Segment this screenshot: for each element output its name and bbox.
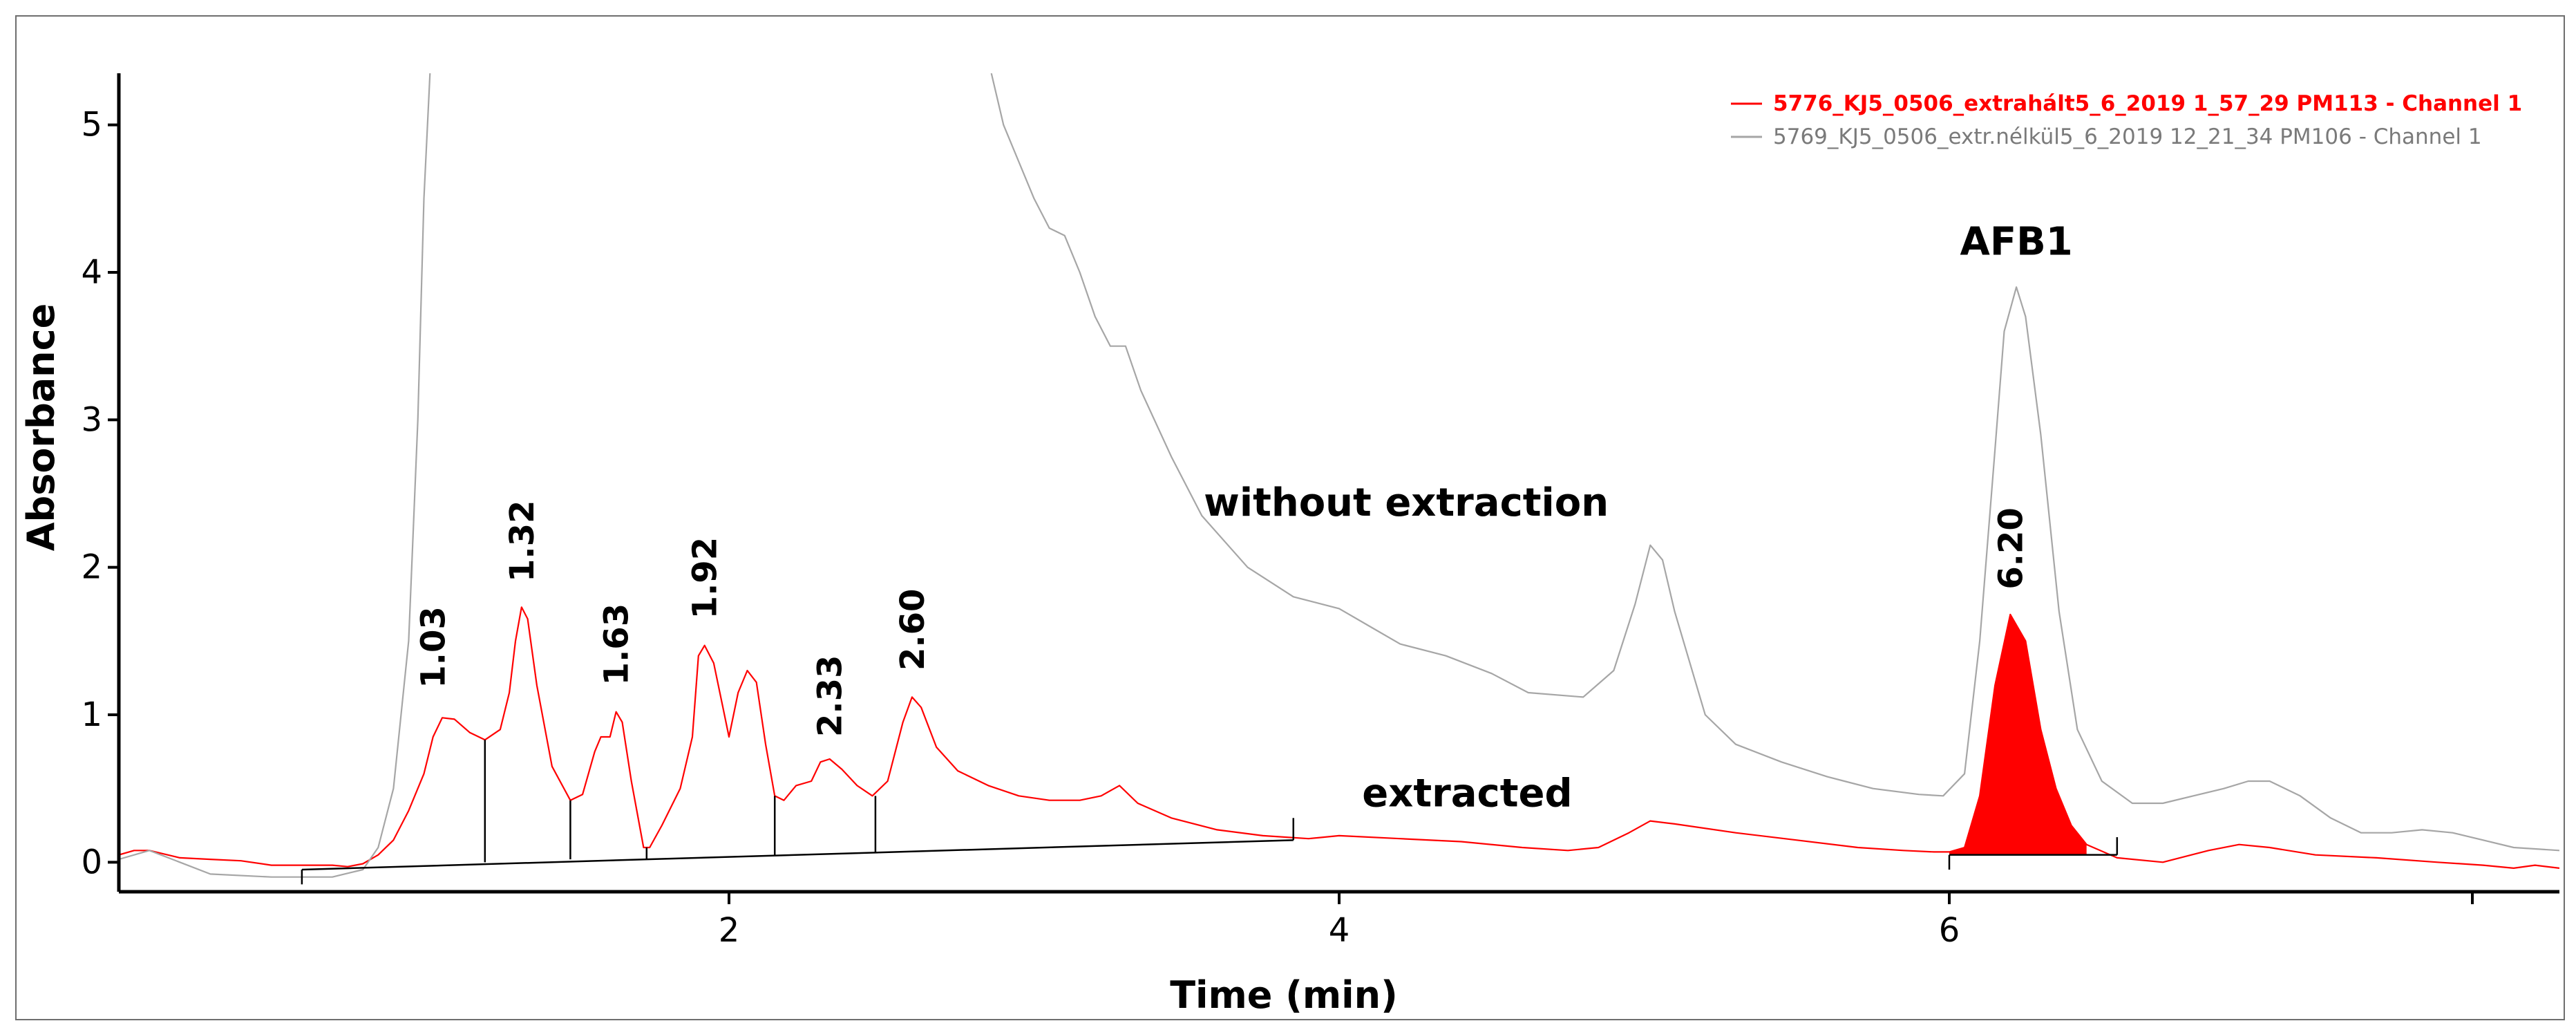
legend-label-1: 5769_KJ5_0506_extr.nélkül5_6_2019 12_21_… (1773, 124, 2482, 149)
peak-label-2.33: 2.33 (811, 655, 850, 737)
y-tick-label-4: 4 (81, 253, 102, 292)
peak-label-6.20: 6.20 (1991, 507, 2030, 589)
peak-label-1.03: 1.03 (415, 606, 453, 688)
peak-label-1.32: 1.32 (503, 500, 542, 582)
series-line-0 (119, 606, 2559, 869)
y-tick-label-1: 1 (81, 695, 102, 734)
x-tick-label-6: 6 (1939, 911, 1960, 950)
afb1-peak-area (1949, 614, 2087, 855)
peak-label-1.63: 1.63 (598, 603, 636, 685)
annotation-2: AFB1 (1960, 219, 2073, 264)
chart-frame (15, 15, 2565, 1020)
peak-label-2.60: 2.60 (893, 589, 932, 671)
integration-baseline-0 (301, 839, 1294, 871)
annotation-0: without extraction (1204, 480, 1609, 525)
y-tick-label-0: 0 (81, 843, 102, 881)
series-line-1 (119, 73, 431, 878)
legend-label-0: 5776_KJ5_0506_extrahált5_6_2019 1_57_29 … (1773, 91, 2522, 116)
annotation-1: extracted (1362, 771, 1572, 816)
x-axis-title: Time (min) (1170, 973, 1398, 1017)
x-tick-label-2: 2 (719, 911, 740, 950)
x-tick-label-4: 4 (1329, 911, 1350, 950)
series-line-2 (990, 73, 2559, 852)
peak-label-1.92: 1.92 (686, 537, 725, 619)
y-axis-title: Absorbance (19, 303, 63, 552)
y-tick-label-2: 2 (81, 548, 102, 587)
y-tick-label-3: 3 (81, 400, 102, 439)
y-tick-label-5: 5 (81, 106, 102, 144)
